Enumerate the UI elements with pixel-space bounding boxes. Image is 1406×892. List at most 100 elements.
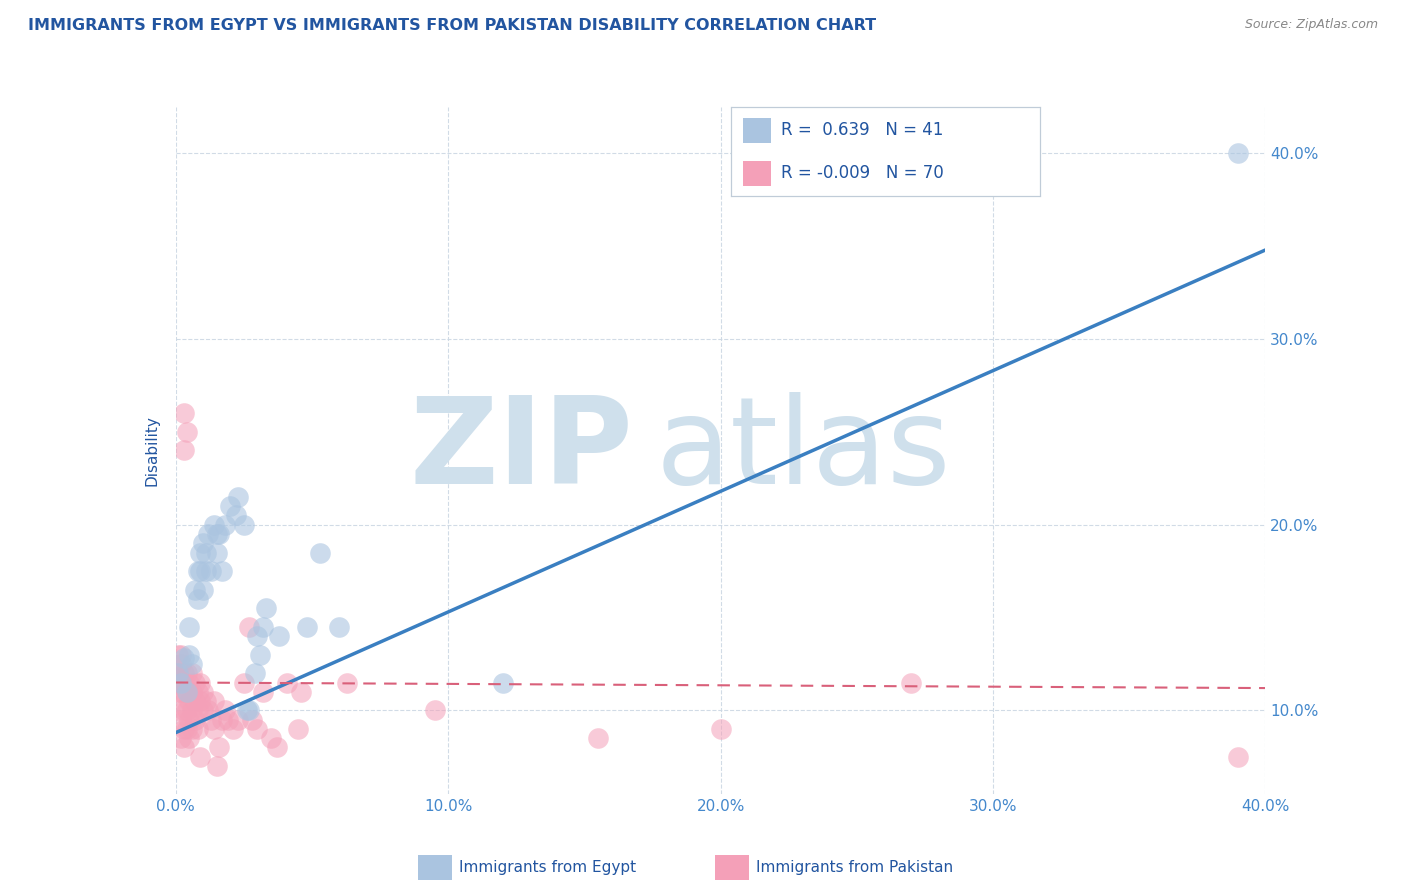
Point [194, 694, 217, 708]
Point [266, 740, 288, 755]
Point [228, 713, 250, 727]
Point [1227, 749, 1250, 764]
Point [1227, 146, 1250, 161]
Point [202, 694, 225, 708]
Point [184, 694, 207, 708]
Point [586, 731, 609, 746]
Point [186, 685, 209, 699]
Point [208, 740, 231, 755]
Point [165, 666, 187, 681]
Point [492, 675, 515, 690]
Point [173, 740, 195, 755]
Point [170, 657, 193, 671]
Point [176, 425, 198, 439]
Point [200, 713, 222, 727]
Point [219, 499, 242, 513]
FancyBboxPatch shape [744, 161, 772, 186]
Point [328, 620, 350, 634]
Point [194, 564, 217, 578]
Point [252, 685, 274, 699]
Point [205, 545, 228, 559]
Point [232, 675, 254, 690]
Text: R =  0.639   N = 41: R = 0.639 N = 41 [780, 121, 943, 139]
Point [170, 648, 193, 662]
Text: Immigrants from Egypt: Immigrants from Egypt [458, 860, 636, 875]
Text: R = -0.009   N = 70: R = -0.009 N = 70 [780, 164, 943, 182]
Point [214, 703, 236, 717]
Point [208, 527, 231, 541]
Point [173, 666, 195, 681]
Point [309, 545, 332, 559]
Point [170, 713, 193, 727]
Point [173, 722, 195, 736]
Point [173, 685, 195, 699]
Point [170, 685, 193, 699]
Text: IMMIGRANTS FROM EGYPT VS IMMIGRANTS FROM PAKISTAN DISABILITY CORRELATION CHART: IMMIGRANTS FROM EGYPT VS IMMIGRANTS FROM… [28, 18, 876, 33]
Text: ZIP: ZIP [409, 392, 633, 509]
Text: Source: ZipAtlas.com: Source: ZipAtlas.com [1244, 18, 1378, 31]
Point [184, 713, 207, 727]
Point [205, 759, 228, 773]
Point [176, 722, 198, 736]
Point [186, 564, 209, 578]
Point [176, 666, 198, 681]
Point [167, 648, 190, 662]
Point [423, 703, 446, 717]
Point [188, 694, 211, 708]
Point [260, 731, 283, 746]
Point [181, 666, 204, 681]
Point [176, 703, 198, 717]
Text: atlas: atlas [655, 392, 950, 509]
Point [232, 517, 254, 532]
Point [170, 731, 193, 746]
Point [179, 731, 201, 746]
Point [181, 722, 204, 736]
Point [238, 703, 260, 717]
Point [188, 749, 211, 764]
Point [214, 517, 236, 532]
Point [252, 620, 274, 634]
Point [173, 406, 195, 420]
Point [202, 517, 225, 532]
Point [186, 703, 209, 717]
Point [222, 722, 245, 736]
Point [287, 722, 309, 736]
Point [191, 582, 214, 597]
Point [173, 651, 195, 665]
Point [188, 564, 211, 578]
Point [217, 713, 239, 727]
Point [179, 648, 201, 662]
Point [900, 675, 922, 690]
Point [238, 620, 260, 634]
Point [176, 685, 198, 699]
Point [173, 443, 195, 458]
Point [246, 629, 269, 643]
Point [184, 582, 207, 597]
Point [197, 703, 219, 717]
Point [228, 490, 250, 504]
Text: Immigrants from Pakistan: Immigrants from Pakistan [755, 860, 953, 875]
Point [243, 666, 266, 681]
Point [167, 703, 190, 717]
Point [197, 527, 219, 541]
Point [225, 508, 247, 523]
Point [194, 545, 217, 559]
Point [191, 703, 214, 717]
Point [186, 722, 209, 736]
Point [173, 703, 195, 717]
Point [186, 591, 209, 606]
Point [191, 685, 214, 699]
Point [188, 545, 211, 559]
Point [295, 620, 318, 634]
Point [290, 685, 312, 699]
Point [336, 675, 359, 690]
Point [240, 713, 263, 727]
Point [170, 675, 193, 690]
Y-axis label: Disability: Disability [145, 415, 160, 486]
Point [188, 675, 211, 690]
Point [179, 620, 201, 634]
Point [211, 564, 233, 578]
Point [181, 685, 204, 699]
Point [211, 713, 233, 727]
Point [200, 564, 222, 578]
